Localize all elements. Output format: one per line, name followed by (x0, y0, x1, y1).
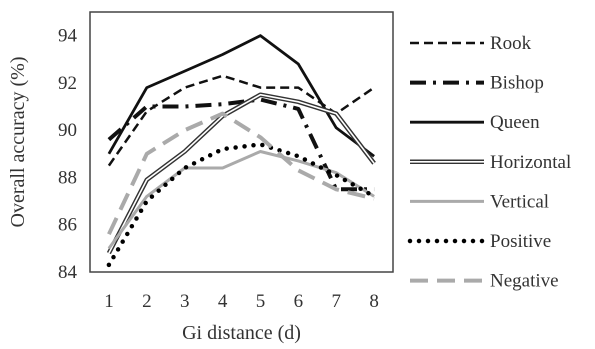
series-queen (107, 34, 375, 158)
legend-item: Bishop (410, 73, 544, 94)
legend-label: Vertical (490, 191, 549, 212)
legend-item: Vertical (410, 191, 549, 212)
y-tick-label: 90 (58, 120, 77, 141)
series-line (107, 97, 375, 192)
x-tick-label: 3 (180, 291, 190, 312)
series-line (108, 93, 375, 254)
legend-item: Queen (410, 112, 540, 133)
legend-label: Queen (490, 112, 540, 133)
series-horizontal (106, 92, 376, 255)
x-axis-label: Gi distance (d) (182, 322, 301, 344)
legend-item: Positive (407, 231, 551, 252)
y-axis-label: Overall accuracy (%) (7, 57, 29, 228)
series-negative (107, 111, 375, 236)
x-axis-ticks: 1 2 3 4 5 6 7 8 (104, 291, 379, 312)
y-tick-label: 88 (58, 167, 77, 188)
legend-label: Rook (490, 33, 532, 54)
legend-item: Horizontal (410, 152, 571, 173)
series-line (107, 111, 375, 236)
x-tick-label: 5 (256, 291, 266, 312)
plot-area (89, 11, 394, 273)
legend-item: Rook (410, 33, 532, 54)
legend-label: Negative (490, 271, 559, 292)
x-tick-label: 8 (369, 291, 379, 312)
legend-label: Bishop (490, 73, 544, 94)
y-tick-label: 94 (58, 26, 78, 47)
x-tick-label: 7 (331, 291, 341, 312)
y-tick-label: 86 (58, 215, 77, 236)
x-tick-label: 4 (218, 291, 228, 312)
series-vertical (107, 150, 375, 250)
y-tick-label: 92 (58, 73, 77, 94)
y-tick-label: 84 (58, 262, 78, 283)
series-line (107, 150, 375, 250)
series-bishop (107, 97, 375, 192)
legend-label: Positive (490, 231, 551, 252)
x-tick-label: 2 (142, 291, 152, 312)
legend-item: Negative (410, 271, 559, 292)
x-tick-label: 6 (294, 291, 304, 312)
legend-label: Horizontal (490, 152, 571, 173)
series-line (107, 34, 375, 158)
x-tick-label: 1 (104, 291, 114, 312)
series-lines (106, 34, 377, 268)
y-axis-ticks: 84 86 88 90 92 94 (58, 26, 78, 283)
legend: Rook Bishop Queen Horizontal Vertical Positiv… (407, 33, 571, 292)
plot-border (89, 11, 394, 273)
series-line (106, 92, 376, 255)
series-positive (106, 142, 377, 268)
series-line (106, 142, 377, 268)
